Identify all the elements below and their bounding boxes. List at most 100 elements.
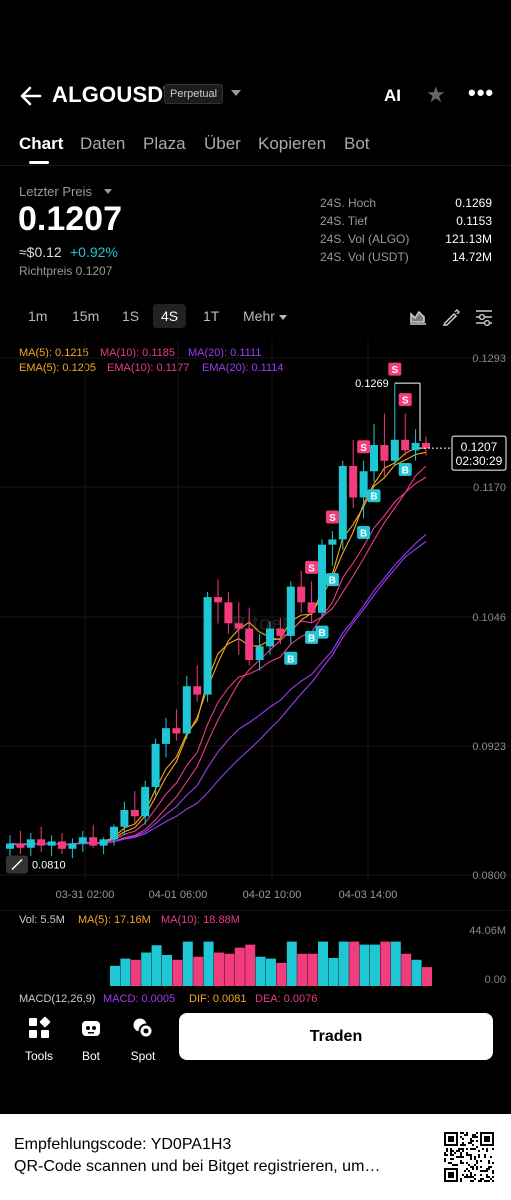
y-tick-label: 0.0923	[472, 741, 506, 753]
tab-ueber[interactable]: Über	[204, 134, 241, 153]
candle-body	[141, 786, 150, 817]
qr-module	[482, 1148, 484, 1150]
interval-15m[interactable]: 15m	[72, 308, 100, 324]
ai-icon[interactable]: AI	[384, 86, 401, 105]
qr-module	[454, 1164, 456, 1166]
mark-price: Richtpreis 0.1207	[19, 264, 113, 278]
trade-button[interactable]: Traden	[179, 1013, 493, 1060]
favorite-star-icon[interactable]: ★	[426, 82, 446, 107]
candle-body	[182, 686, 191, 734]
volume-bar	[390, 941, 401, 986]
spot-button[interactable]: Spot	[118, 1016, 168, 1063]
ma10-label: MA(10): 0.1185	[100, 347, 175, 359]
tools-icon	[29, 1016, 51, 1038]
24h-stats: 24S. Hoch 0.1269 24S. Tief 0.1153 24S. Vol…	[320, 196, 492, 268]
qr-module	[480, 1174, 482, 1176]
chart-type-icon[interactable]	[409, 308, 427, 326]
more-options-icon[interactable]: •••	[468, 80, 495, 105]
volume-bars	[110, 941, 432, 986]
qr-module	[462, 1150, 464, 1152]
qr-module	[466, 1154, 468, 1156]
qr-module	[488, 1162, 490, 1164]
qr-module	[470, 1156, 472, 1158]
volume-bar	[286, 941, 297, 986]
last-price-label[interactable]: Letzter Preis	[19, 184, 92, 199]
tab-bot[interactable]: Bot	[344, 134, 370, 153]
qr-module	[474, 1174, 476, 1176]
qr-module	[456, 1150, 458, 1152]
volume-bar	[255, 956, 266, 986]
current-price-label: 0.1207	[461, 440, 498, 454]
qr-module	[458, 1150, 460, 1152]
qr-module	[478, 1154, 480, 1156]
marker-letter: B	[318, 628, 325, 639]
tab-kopieren[interactable]: Kopieren	[258, 134, 327, 153]
price-type-dropdown-icon[interactable]	[104, 189, 112, 194]
qr-module	[458, 1148, 460, 1150]
referral-banner[interactable]: Empfehlungscode: YD0PA1H3 QR-Code scanne…	[0, 1114, 511, 1200]
qr-module	[492, 1162, 494, 1164]
chart-axes: 0.1293 0.1170 0.1046 0.0923 0.0800 03-31 02:0…	[6, 353, 507, 901]
tab-daten[interactable]: Daten	[80, 134, 126, 153]
draw-tool-icon[interactable]	[442, 308, 460, 326]
indicator-settings-icon[interactable]	[475, 308, 493, 326]
candles	[6, 383, 430, 865]
volume-axis-top: 44.06M	[469, 925, 506, 937]
stat-row: 24S. Hoch 0.1269	[320, 196, 492, 214]
qr-module	[476, 1140, 478, 1142]
qr-module	[472, 1180, 474, 1182]
qr-module	[470, 1172, 472, 1174]
buy-marker	[325, 573, 339, 587]
more-caret-icon[interactable]	[279, 315, 287, 320]
qr-module	[470, 1140, 472, 1142]
qr-module	[462, 1148, 464, 1150]
volume-bar	[193, 956, 204, 986]
volume-bar	[172, 959, 183, 986]
symbol-title[interactable]: ALGOUSDT	[52, 82, 178, 107]
candle-body	[349, 466, 358, 498]
tab-plaza[interactable]: Plaza	[143, 134, 186, 153]
qr-module	[478, 1150, 480, 1152]
interval-more[interactable]: Mehr	[243, 308, 275, 324]
volume-chart[interactable]: Vol: 5.5M MA(5): 17.16M MA(10): 18.88M 4…	[0, 910, 511, 990]
bot-button[interactable]: Bot	[66, 1016, 116, 1063]
qr-module	[486, 1150, 488, 1152]
stat-row: 24S. Vol (USDT) 14.72M	[320, 250, 492, 268]
tab-chart[interactable]: Chart	[19, 134, 64, 153]
candle-body	[266, 628, 274, 647]
qr-module	[486, 1148, 488, 1150]
candle-body	[172, 728, 181, 734]
qr-module	[450, 1162, 452, 1164]
symbol-dropdown-icon[interactable]	[231, 90, 241, 96]
interval-1m[interactable]: 1m	[28, 308, 48, 324]
sell-marker	[398, 393, 412, 407]
interval-4s[interactable]: 4S	[153, 304, 187, 328]
stat-row: 24S. Tief 0.1153	[320, 214, 492, 232]
back-arrow-icon[interactable]	[18, 84, 44, 108]
interval-1s[interactable]: 1S	[122, 308, 140, 324]
marker-letter: B	[287, 654, 294, 665]
qr-module	[446, 1150, 448, 1152]
qr-module	[478, 1156, 480, 1158]
qr-module	[464, 1134, 466, 1136]
volume-bar	[130, 959, 141, 986]
qr-module	[444, 1160, 446, 1162]
low-price-label: 0.0810	[32, 860, 66, 872]
qr-module	[444, 1158, 446, 1160]
qr-module	[466, 1162, 468, 1164]
qr-module	[456, 1164, 458, 1166]
volume-bar	[245, 944, 256, 986]
interval-1t[interactable]: 1T	[203, 308, 220, 324]
qr-module	[468, 1164, 470, 1166]
price-chart[interactable]: MA(5): 0.1215 MA(10): 0.1185 MA(20): 0.1…	[0, 340, 511, 910]
stat-value: 121.13M	[445, 232, 492, 246]
volume-bar	[318, 941, 328, 986]
candle-body	[99, 839, 108, 846]
qr-module	[460, 1136, 462, 1138]
x-tick-label: 04-01 06:00	[149, 889, 208, 901]
qr-module	[466, 1176, 468, 1178]
qr-module	[456, 1156, 458, 1158]
tools-button[interactable]: Tools	[14, 1016, 64, 1063]
volume-bar	[224, 953, 235, 986]
